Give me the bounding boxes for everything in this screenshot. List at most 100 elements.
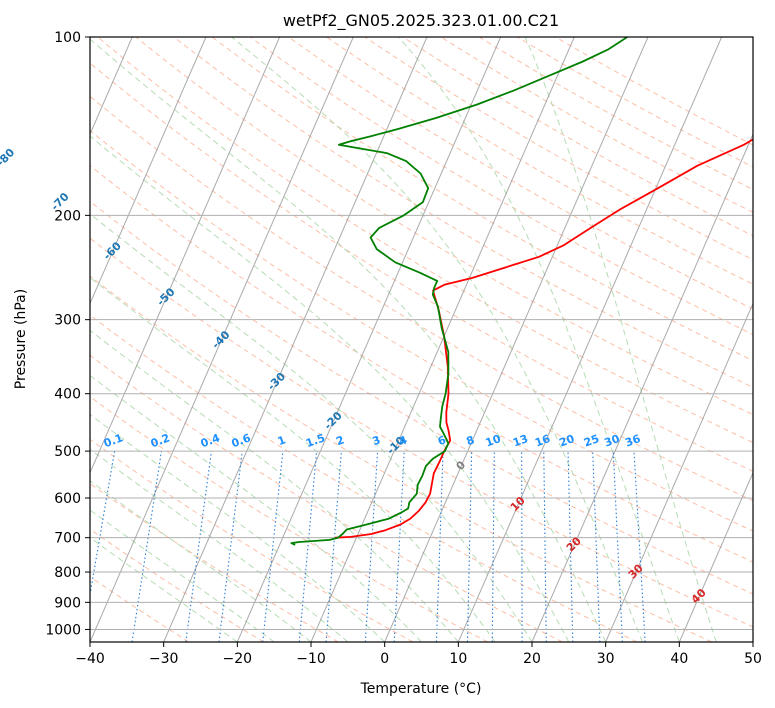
mixing-ratio-label: 0.6 — [230, 431, 253, 450]
isotherm — [605, 302, 753, 642]
mixing-ratio-line — [262, 451, 284, 642]
mixing-ratio-label: 6 — [436, 433, 448, 448]
moist-adiabat — [231, 37, 643, 642]
x-tick-label: −40 — [75, 651, 105, 667]
dry-adiabat — [97, 37, 753, 444]
isotherm — [90, 37, 207, 305]
mixing-ratio-label: 16 — [533, 432, 552, 450]
isotherm — [163, 37, 428, 642]
mixing-ratio-label: 3 — [371, 433, 383, 448]
moist-adiabat — [524, 37, 717, 642]
x-tick-label: −20 — [223, 651, 253, 667]
dry-adiabat — [90, 129, 753, 532]
mixing-ratio-label: 2 — [334, 433, 346, 448]
dry-adiabat — [90, 354, 563, 642]
y-axis-ticks: 100 200 300 400 500 600 700 800 900 1000 — [45, 30, 90, 638]
isotherm-label: 10 — [508, 494, 528, 514]
moist-adiabat — [90, 537, 238, 642]
isotherm — [0, 37, 59, 642]
mixing-ratio-label: 0.4 — [199, 431, 222, 450]
mixing-ratio-label: 13 — [511, 432, 530, 449]
mixing-ratio-line — [491, 451, 495, 642]
dry-adiabat — [90, 396, 488, 642]
profile-lines — [290, 37, 753, 546]
mixing-ratio-line — [633, 451, 646, 642]
mixing-ratio-line — [592, 451, 601, 642]
isotherm — [90, 37, 354, 642]
x-tick-label: 30 — [597, 651, 615, 667]
x-axis-ticks: −40 −30 −20 −10 0 10 20 30 40 50 — [75, 642, 762, 667]
dry-adiabat — [90, 275, 712, 642]
dry-adiabat — [517, 37, 753, 168]
y-tick-label: 500 — [54, 444, 81, 460]
mixing-ratio-label: 8 — [465, 433, 477, 448]
dry-adiabat — [90, 237, 753, 628]
moist-adiabat — [90, 413, 386, 642]
x-tick-label: 50 — [744, 651, 762, 667]
moist-adiabat — [90, 38, 607, 642]
moist-adiabat — [90, 509, 275, 642]
moist-adiabat — [398, 37, 680, 642]
y-tick-label: 100 — [54, 30, 81, 46]
mixing-ratio-line — [218, 451, 243, 642]
dry-adiabat — [90, 62, 753, 472]
background-reference-lines — [0, 37, 753, 642]
mixing-ratio-label: 4 — [397, 433, 409, 448]
isotherm — [678, 471, 753, 642]
isotherm-label: 0 — [454, 458, 469, 473]
mixing-ratio-line — [131, 451, 163, 642]
plot-frame — [89, 36, 754, 643]
isotherm — [310, 37, 575, 642]
x-tick-label: 10 — [449, 651, 467, 667]
isotherm-label: -30 — [265, 370, 288, 393]
moist-adiabat — [90, 329, 459, 642]
mixing-ratio-label: 1 — [276, 433, 288, 448]
dry-adiabat — [364, 37, 753, 261]
y-tick-label: 400 — [54, 387, 81, 403]
moist-adiabat — [90, 135, 570, 642]
isotherm — [384, 37, 649, 642]
isotherm — [531, 132, 753, 642]
mixing-ratio-line — [185, 451, 212, 642]
isotherm — [457, 37, 723, 642]
chart-title: wetPf2_GN05.2025.323.01.00.C21 — [283, 11, 559, 31]
y-tick-label: 800 — [54, 565, 81, 581]
mixing-ratio-label: 25 — [582, 432, 601, 449]
isotherm-label: 40 — [689, 586, 709, 606]
y-axis-label: Pressure (hPa) — [13, 289, 29, 389]
isotherm — [752, 640, 753, 642]
mixing-ratio-label: 10 — [484, 432, 503, 450]
isotherm-label: -20 — [322, 409, 345, 432]
y-tick-label: 300 — [54, 313, 81, 329]
dry-adiabat — [250, 37, 753, 336]
mixing-ratio-line — [435, 451, 444, 642]
dry-adiabat — [90, 438, 414, 642]
pressure-grid — [90, 37, 753, 630]
x-tick-label: −30 — [149, 651, 179, 667]
dry-adiabat — [90, 482, 339, 642]
x-tick-label: −10 — [296, 651, 326, 667]
isotherm-label: -40 — [209, 328, 232, 351]
dry-adiabat — [402, 37, 753, 237]
dry-adiabat — [479, 37, 753, 191]
temperature-profile-line — [334, 138, 753, 539]
y-tick-label: 900 — [54, 595, 81, 611]
dry-adiabat — [211, 37, 753, 362]
dry-adiabat — [326, 37, 753, 285]
isotherm — [236, 37, 502, 642]
mixing-ratio-label: 30 — [603, 432, 622, 450]
isoline-labels: -100-90-80-70-60-50-40-30-20-10010203040… — [0, 146, 709, 607]
mixing-ratio-label: 36 — [623, 432, 642, 450]
dry-adiabat — [555, 37, 753, 146]
y-tick-label: 200 — [54, 208, 81, 224]
mixing-ratio-line — [90, 451, 116, 598]
dry-adiabat — [90, 314, 638, 642]
y-tick-label: 1000 — [45, 622, 81, 638]
x-tick-label: 20 — [523, 651, 541, 667]
mixing-ratio-label: 1.5 — [304, 431, 327, 450]
isotherm-label: -60 — [101, 239, 124, 262]
x-tick-label: 0 — [380, 651, 389, 667]
isotherm-label: -80 — [0, 146, 18, 169]
x-tick-label: 40 — [670, 651, 688, 667]
